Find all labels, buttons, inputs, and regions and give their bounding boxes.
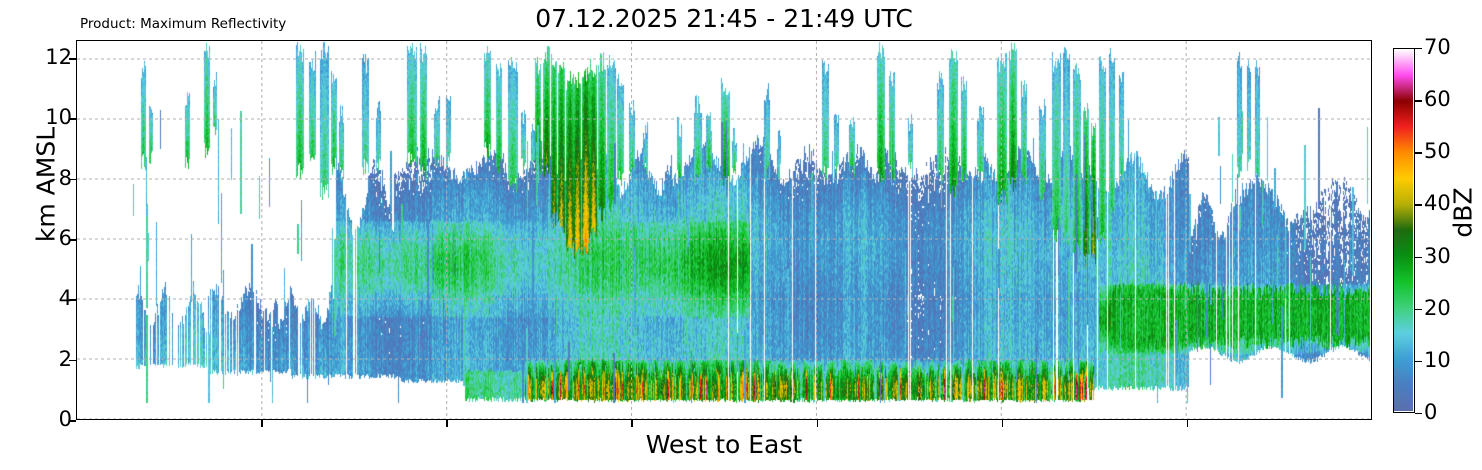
product-label: Product: Maximum Reflectivity: [80, 16, 287, 32]
y-tick-mark: [69, 239, 76, 241]
colorbar-tick-mark: [1415, 308, 1422, 311]
colorbar-tick-label: 10: [1424, 347, 1451, 372]
x-axis-label: West to East: [645, 430, 803, 459]
x-tick-mark: [446, 420, 448, 427]
x-tick-mark: [1186, 420, 1189, 427]
colorbar-gradient: [1394, 49, 1413, 411]
colorbar-tick-label: 60: [1424, 87, 1451, 112]
page-title: 07.12.2025 21:45 - 21:49 UTC: [535, 4, 913, 33]
colorbar-tick-mark: [1415, 256, 1422, 258]
y-tick-label: 0: [58, 407, 72, 431]
colorbar-tick-label: 70: [1424, 35, 1451, 59]
y-tick-mark: [69, 178, 76, 181]
colorbar-tick-mark: [1415, 204, 1422, 206]
colorbar-tick-mark: [1415, 100, 1422, 102]
colorbar-tick-label: 50: [1424, 139, 1451, 164]
y-tick-label: 12: [45, 45, 72, 70]
x-tick-mark: [816, 420, 819, 427]
colorbar-tick-mark: [1415, 48, 1422, 50]
colorbar-tick-label: 40: [1424, 191, 1451, 216]
y-tick-label: 4: [58, 286, 72, 311]
colorbar-label: dBZ: [1448, 187, 1478, 238]
colorbar-tick-label: 20: [1424, 295, 1451, 320]
y-tick-label: 2: [58, 346, 72, 371]
x-tick-mark: [261, 420, 263, 427]
y-tick-mark: [69, 118, 76, 120]
y-tick-label: 8: [58, 165, 72, 190]
y-tick-mark: [69, 58, 76, 60]
y-tick-mark: [69, 420, 76, 422]
y-tick-label: 10: [45, 105, 72, 130]
x-tick-mark: [1001, 420, 1004, 427]
y-tick-mark: [69, 299, 76, 301]
colorbar-tick-mark: [1415, 152, 1422, 154]
plot-area[interactable]: [76, 40, 1372, 420]
colorbar-tick-label: 0: [1424, 400, 1438, 424]
colorbar-tick-mark: [1415, 413, 1422, 415]
x-tick-mark: [631, 420, 634, 427]
y-tick-mark: [69, 359, 76, 362]
colorbar-tick-label: 30: [1424, 243, 1451, 268]
colorbar[interactable]: [1393, 48, 1415, 413]
reflectivity-heatmap: [77, 41, 1370, 418]
y-tick-label: 6: [58, 226, 72, 251]
colorbar-tick-mark: [1415, 360, 1422, 363]
